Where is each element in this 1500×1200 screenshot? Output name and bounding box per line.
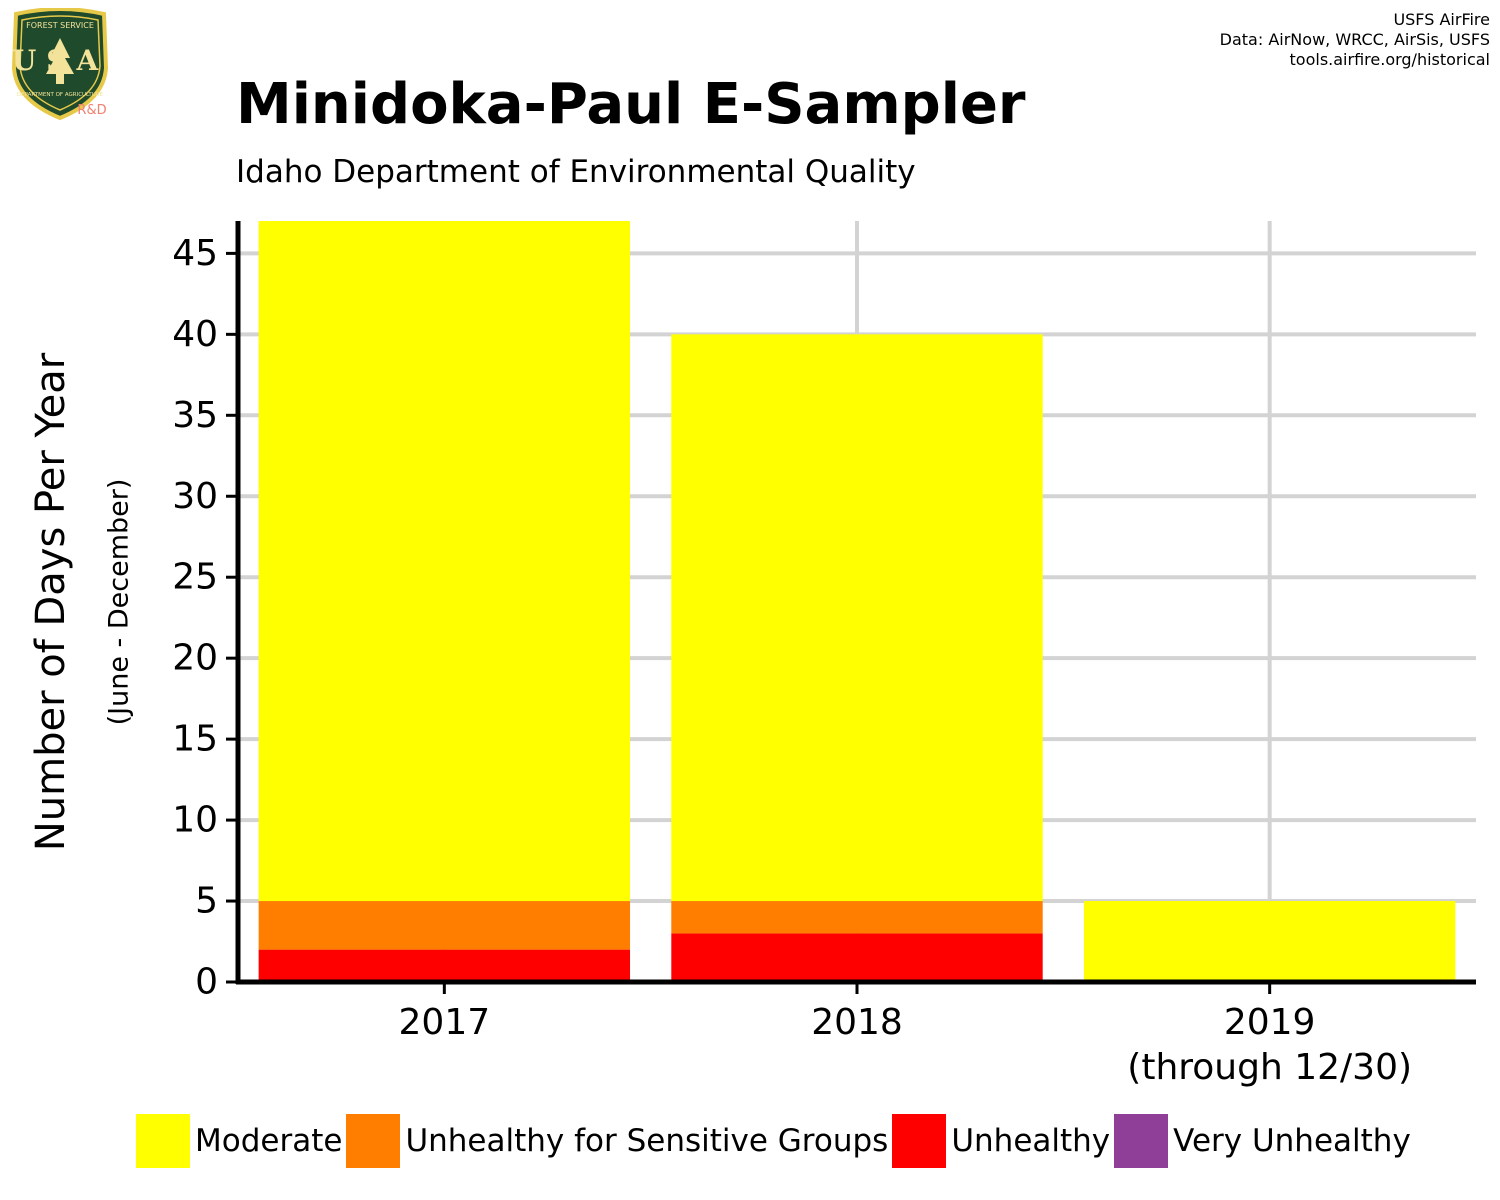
y-tick-label: 45 — [172, 233, 218, 274]
y-axis-sublabel: (June - December) — [104, 479, 135, 726]
bar-segment — [258, 901, 631, 950]
tick-labels: 0 5 10 15 20 25 30 35 40 45 2017 2018 2019(through 1… — [172, 233, 1412, 1088]
y-tick-label: 35 — [172, 395, 218, 436]
bars — [258, 221, 1456, 982]
logo-tag: R&D — [77, 103, 106, 118]
logo-top-text: FOREST SERVICE — [26, 21, 94, 30]
x-tick-label: 2018 — [811, 1002, 903, 1043]
y-tick-label: 5 — [195, 881, 218, 922]
credits: USFS AirFire Data: AirNow, WRCC, AirSis,… — [1220, 10, 1490, 70]
legend-item-unhealthy: Unhealthy — [892, 1114, 1110, 1168]
credit-line: Data: AirNow, WRCC, AirSis, USFS — [1219, 30, 1490, 49]
legend-swatch — [346, 1114, 401, 1168]
axes — [226, 221, 1476, 994]
legend-item-usg: Unhealthy for Sensitive Groups — [346, 1114, 888, 1168]
bar-segment — [671, 933, 1043, 982]
y-tick-label: 20 — [172, 638, 218, 679]
y-tick-label: 10 — [172, 800, 218, 841]
bar-segment — [671, 334, 1043, 902]
x-tick-label: 2019 — [1224, 1002, 1316, 1043]
y-axis-label: Number of Days Per Year — [28, 352, 74, 851]
bar-segment — [258, 949, 631, 982]
legend-swatch — [1114, 1114, 1169, 1168]
credit-line: tools.airfire.org/historical — [1289, 50, 1490, 69]
legend-swatch — [892, 1114, 947, 1168]
logo-bottom-text: DEPARTMENT OF AGRICULTURE — [17, 92, 104, 98]
y-tick-label: 25 — [172, 557, 218, 598]
legend-label: Moderate — [195, 1123, 343, 1159]
y-tick-label: 40 — [172, 314, 218, 355]
legend-label: Unhealthy — [951, 1123, 1111, 1159]
usfs-logo: FOREST SERVICE USA DEPARTMENT OF AGRICUL… — [12, 8, 109, 120]
credit-line: USFS AirFire — [1393, 10, 1490, 29]
x-tick-label: 2017 — [399, 1002, 491, 1043]
bar-segment — [258, 221, 631, 902]
chart-title: Minidoka-Paul E-Sampler — [236, 72, 1026, 137]
y-tick-label: 30 — [172, 476, 218, 517]
y-tick-label: 0 — [195, 962, 218, 1003]
legend-label: Very Unhealthy — [1173, 1123, 1411, 1159]
legend-swatch — [136, 1114, 190, 1168]
legend-item-moderate: Moderate — [136, 1114, 342, 1168]
chart-subtitle: Idaho Department of Environmental Qualit… — [236, 154, 916, 190]
bar-segment — [671, 901, 1043, 934]
legend-item-very-unhealthy: Very Unhealthy — [1114, 1114, 1411, 1168]
legend: Moderate Unhealthy for Sensitive Groups … — [136, 1114, 1415, 1168]
bar-segment — [1083, 901, 1456, 982]
y-tick-label: 15 — [172, 719, 218, 760]
legend-label: Unhealthy for Sensitive Groups — [405, 1123, 889, 1159]
x-tick-label: (through 12/30) — [1127, 1047, 1412, 1088]
